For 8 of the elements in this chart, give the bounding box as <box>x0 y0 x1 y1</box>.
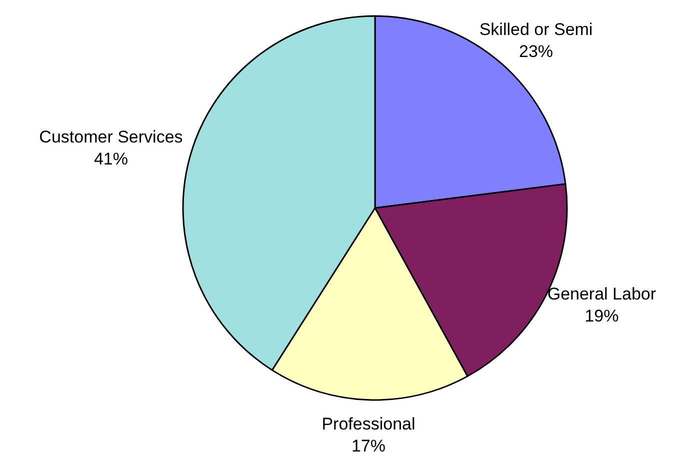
data-label: 23% <box>519 42 554 61</box>
data-label: 41% <box>94 150 128 169</box>
slice-label: Customer Services <box>39 128 183 147</box>
slice-label: Skilled or Semi <box>479 20 593 39</box>
slice-label: General Labor <box>547 284 656 304</box>
data-label: 17% <box>351 436 386 456</box>
data-label: 19% <box>584 306 619 326</box>
slice-label: Professional <box>322 414 416 434</box>
